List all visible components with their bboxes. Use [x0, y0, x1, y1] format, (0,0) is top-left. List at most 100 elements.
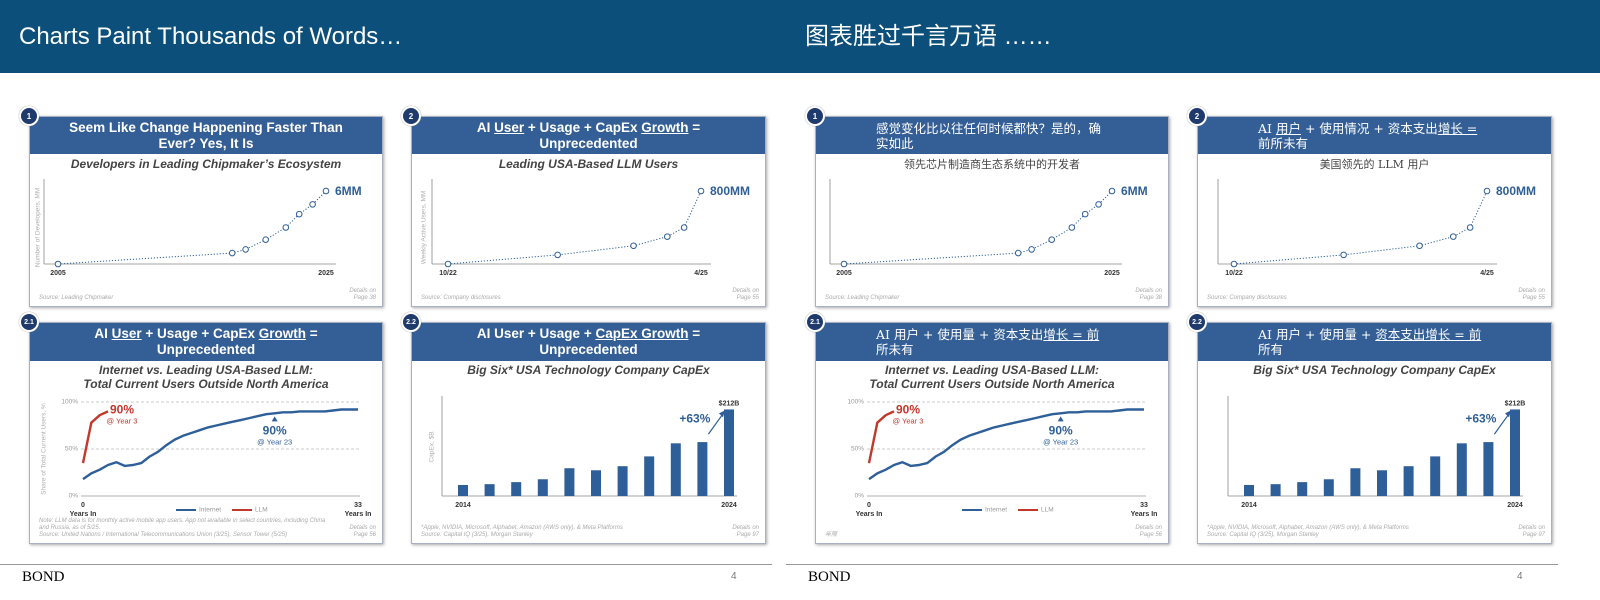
details-ref: Details on Page 38 — [1135, 288, 1162, 301]
x-tick-label: 33 — [1140, 502, 1148, 509]
data-point — [663, 233, 671, 240]
panel-subtitle: Total Current Users Outside North Americ… — [869, 377, 1114, 391]
title-part: AI 用户 + 使用量 + 资本支出 — [876, 327, 1044, 342]
annotation-note: @ Year 3 — [107, 416, 138, 425]
panel: 领先芯片制造商生态系统中的开发者 2005 2025 6MM 感觉变化比以往任何时候都快… — [815, 116, 1169, 307]
data-point — [697, 187, 705, 195]
note: Source: Capital IQ (3/25), Morgan Stanle… — [421, 532, 533, 538]
value-label: 6MM — [335, 184, 362, 198]
panel-title: AI 用户 + 使用量 + 资本支出增长 = 前所未有 — [876, 327, 1108, 357]
title-part: = Unprecedented — [539, 119, 701, 151]
details-ref: Details on Page 55 — [732, 288, 759, 301]
data-point — [282, 224, 290, 231]
panel-title: 感觉变化比以往任何时候都快？是的，确实如此 — [876, 121, 1108, 151]
title-part: = Unprecedented — [539, 326, 701, 357]
bar — [1323, 479, 1334, 496]
details-ref: Details on Page 38 — [349, 288, 376, 301]
value-label: $212B — [1505, 400, 1526, 407]
slide-title: Charts Paint Thousands of Words… — [19, 23, 403, 50]
panel: Internet vs. Leading USA-Based LLM: Total… — [29, 322, 383, 544]
panel-notes: *Apple, NVIDIA, Microsoft, Alphabet, Ama… — [1207, 525, 1502, 539]
panel-subtitle: Internet vs. Leading USA-Based LLM: — [885, 363, 1099, 377]
note: Source: Leading Chipmaker — [825, 295, 900, 301]
panel-badge: 2 — [1187, 106, 1207, 126]
data-point — [1048, 236, 1055, 243]
title-part: + Usage + CapEx — [524, 119, 642, 135]
bar — [484, 484, 495, 496]
y-tick-label: 50% — [851, 446, 864, 453]
chart: Leading USA-Based LLM Users Weekly Active… — [421, 157, 750, 277]
panel: 美国领先的 LLM 用户 10/22 4/25 800MM AI 用户 + 使用情况 +… — [1197, 116, 1552, 307]
note: Note: LLM data is for monthly active mob… — [39, 518, 326, 531]
x-axis-label: Years In — [856, 511, 883, 518]
annotation-arrow — [1493, 412, 1511, 435]
bar — [1377, 470, 1387, 496]
title-part: + Usage + CapEx — [141, 326, 259, 341]
y-axis-label: Number of Developers, MM — [35, 188, 42, 267]
data-point — [228, 249, 236, 257]
x-tick-label: 0 — [867, 502, 871, 509]
x-tick-label: 10/22 — [439, 270, 457, 277]
title-part: AI — [476, 119, 495, 135]
panel-notes: Source: Leading Chipmaker — [39, 295, 299, 302]
data-point — [54, 260, 62, 268]
bar — [697, 442, 708, 496]
bar — [1403, 466, 1414, 496]
data-point — [1466, 224, 1474, 231]
title-part: AI — [1258, 120, 1276, 136]
panel-header: AI 用户 + 使用情况 + 资本支出增长 = 前所未有 — [1198, 117, 1551, 154]
data-point — [1340, 251, 1347, 259]
data-point — [1416, 242, 1423, 250]
panel-header: AI User + Usage + CapEx Growth = Unprece… — [30, 323, 382, 361]
title-part: User — [111, 326, 142, 341]
data-point — [309, 201, 316, 208]
panel: Developers in Leading Chipmaker’s Ecosys… — [29, 116, 383, 307]
title-part: + 使用情况 + 资本支出 — [1300, 120, 1438, 136]
annotation-label: +63% — [679, 411, 710, 425]
panel: Leading USA-Based LLM Users Weekly Active… — [411, 116, 766, 307]
data-point — [680, 224, 688, 231]
legend-label: LLM — [1041, 507, 1054, 514]
bar — [1456, 443, 1467, 496]
panel-header: AI 用户 + 使用量 + 资本支出增长 = 前所有 — [1198, 323, 1551, 361]
slide-title: 图表胜过千言万语 …… — [805, 23, 1052, 50]
annotation-label: 90% — [263, 424, 287, 438]
panel-title: AI User + Usage + CapEx Growth = Unprece… — [442, 326, 735, 358]
title-part: Growth — [258, 326, 306, 341]
annotation-arrow — [707, 412, 725, 435]
y-axis-label: CapEx, $B — [429, 431, 436, 462]
data-point — [1108, 187, 1116, 195]
data-point — [295, 210, 303, 218]
x-tick-label: 2005 — [836, 270, 852, 277]
x-tick-label: 2025 — [318, 270, 334, 277]
title-part: Seem Like Change Happening Faster Than E… — [69, 119, 343, 151]
x-tick-label: 4/25 — [694, 270, 708, 277]
panel-badge: 2 — [401, 106, 421, 126]
x-tick-label: 2014 — [455, 502, 471, 509]
data-point — [554, 251, 561, 259]
chart: Big Six* USA Technology Company CapEx 201… — [1227, 363, 1526, 509]
title-part: 所有 — [1258, 342, 1284, 357]
panel-subtitle: 美国领先的 LLM 用户 — [1320, 157, 1430, 171]
annotation-note: @ Year 23 — [257, 437, 292, 446]
value-label: $212B — [719, 400, 740, 407]
title-part: AI User + Usage + — [476, 326, 596, 341]
panel-notes: Source: Company disclosures — [1207, 295, 1467, 302]
page-number: 4 — [731, 571, 737, 582]
value-label: 800MM — [1496, 184, 1536, 198]
bar — [458, 484, 468, 496]
title-part: 用户 — [1275, 120, 1301, 136]
data-point — [262, 236, 269, 243]
data-point — [1081, 210, 1089, 218]
panel-subtitle: Big Six* USA Technology Company CapEx — [1253, 363, 1497, 377]
x-tick-label: 0 — [81, 502, 85, 509]
y-tick-label: 50% — [65, 446, 78, 453]
y-tick-label: 0% — [69, 493, 79, 500]
panel-notes: Source: Leading Chipmaker — [825, 295, 1085, 302]
panel-badge: 2.2 — [401, 312, 421, 332]
footer-rule — [0, 564, 772, 565]
data-point — [840, 260, 848, 268]
bar — [724, 409, 734, 496]
bar — [1350, 468, 1361, 496]
